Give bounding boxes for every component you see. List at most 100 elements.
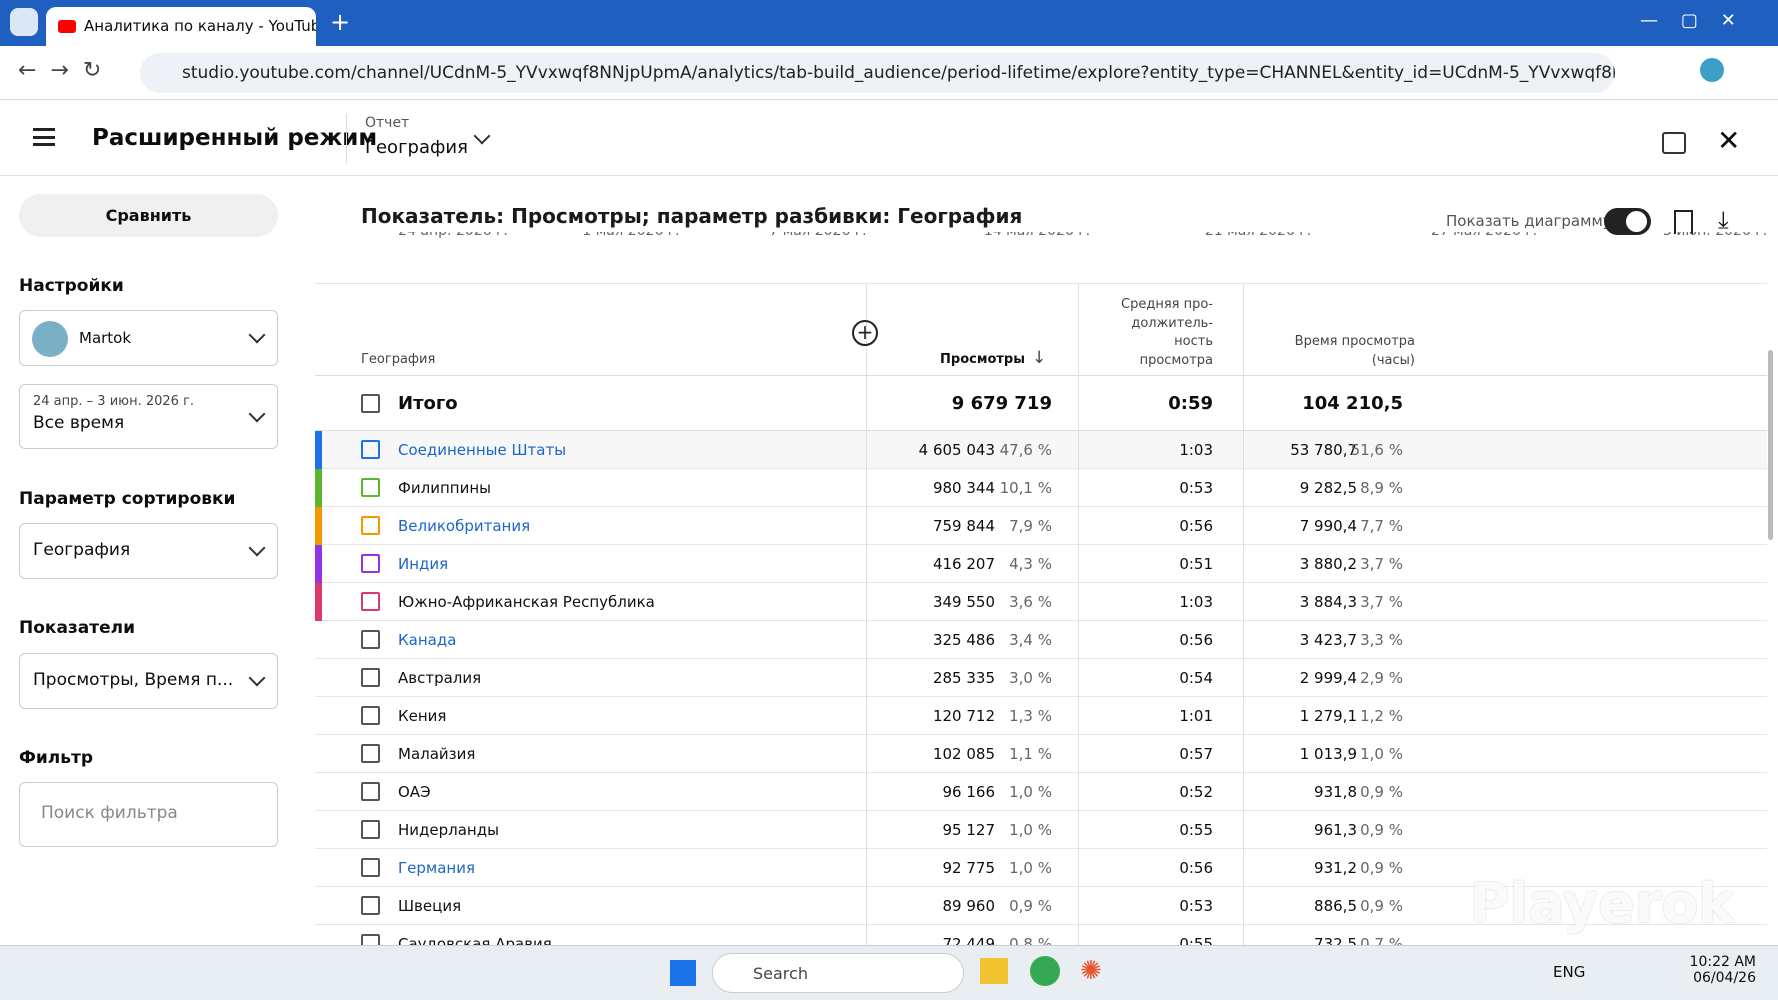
column-header[interactable]: Средняя про-должитель-ность просмотра (1121, 297, 1213, 368)
table-header: География + Просмотры ↓ Средняя про-должител… (315, 283, 1767, 377)
watch-percent: 7,7 % (1360, 517, 1403, 535)
checkbox[interactable] (361, 858, 380, 877)
window-controls[interactable]: — ▢ ✕ (1640, 10, 1736, 31)
checkbox[interactable] (361, 820, 380, 839)
checkbox[interactable] (361, 554, 380, 573)
country-name[interactable]: Германия (398, 859, 475, 877)
checkbox[interactable] (361, 478, 380, 497)
close-button[interactable]: ✕ (1717, 124, 1741, 157)
app-icon[interactable]: ✺ (1080, 956, 1102, 986)
download-icon[interactable]: ⤓ (1718, 206, 1729, 234)
checkbox[interactable] (361, 440, 380, 459)
country-name[interactable]: Великобритания (398, 517, 531, 535)
divider (346, 114, 347, 164)
table-row: ОАЭ 96 166 1,0 % 0:52 931,8 0,9 % (315, 773, 1767, 811)
column-divider (1078, 583, 1079, 621)
tab-menu[interactable] (10, 8, 38, 36)
column-divider (1243, 697, 1244, 735)
table-row: Филиппины 980 344 10,1 % 0:53 9 282,5 8,9 % (315, 469, 1767, 507)
watch-time: 961,3 (1314, 821, 1357, 839)
column-divider (1078, 507, 1079, 545)
column-divider (1078, 284, 1079, 377)
start-button[interactable] (670, 960, 696, 986)
watch-percent: 3,3 % (1360, 631, 1403, 649)
menu-icon[interactable] (33, 128, 55, 146)
views: 325 486 (932, 631, 995, 649)
chart-toggle[interactable] (1604, 208, 1651, 235)
watch-percent: 3,7 % (1360, 593, 1403, 611)
chrome-icon[interactable] (1030, 956, 1060, 986)
save-icon[interactable] (1674, 210, 1693, 234)
feedback-icon[interactable] (1662, 132, 1686, 154)
browser-tab[interactable]: Аналитика по каналу - YouTube (46, 7, 316, 46)
country-name[interactable]: Канада (398, 631, 457, 649)
column-divider (1243, 811, 1244, 849)
total-views: 9 679 719 (951, 393, 1052, 414)
duration: 0:53 (1179, 897, 1213, 915)
scrollbar[interactable] (1768, 350, 1773, 540)
views-percent: 3,4 % (1009, 631, 1052, 649)
duration: 0:57 (1179, 745, 1213, 763)
checkbox[interactable] (361, 896, 380, 915)
column-divider (866, 925, 867, 963)
checkbox[interactable] (361, 592, 380, 611)
column-header[interactable]: Просмотры (940, 352, 1025, 367)
period-select[interactable]: 24 апр. – 3 июн. 2026 г. Все время (19, 384, 278, 449)
compare-button[interactable]: Сравнить (19, 194, 278, 237)
date-label: 21 мая 2026 г. (1198, 232, 1318, 239)
tab-title: Аналитика по каналу - YouTube (84, 17, 316, 35)
date-label: 27 мая 2026 г. (1424, 232, 1544, 239)
checkbox[interactable] (361, 394, 380, 413)
channel-select[interactable]: Martok (19, 310, 278, 366)
country-name: ОАЭ (398, 783, 431, 801)
series-color-bar (315, 431, 322, 469)
checkbox[interactable] (361, 744, 380, 763)
new-tab[interactable]: + (330, 8, 351, 36)
views-percent: 1,1 % (1009, 745, 1052, 763)
views: 89 960 (942, 897, 996, 915)
column-divider (1243, 621, 1244, 659)
column-header[interactable]: Время просмотра (часы) (1294, 334, 1415, 368)
column-divider (1243, 887, 1244, 925)
metrics-select[interactable]: Просмотры, Время п... (19, 653, 278, 709)
sort-arrow: ↓ (1032, 348, 1047, 368)
table-row: Кения 120 712 1,3 % 1:01 1 279,1 1,2 % (315, 697, 1767, 735)
views: 759 844 (932, 517, 995, 535)
nav-buttons[interactable]: ← → ↻ (18, 58, 102, 83)
series-color-bar (315, 545, 322, 583)
column-divider (1243, 849, 1244, 887)
country-name: Кения (398, 707, 447, 725)
views-percent: 0,9 % (1009, 897, 1052, 915)
checkbox[interactable] (361, 668, 380, 687)
country-name[interactable]: Соединенные Штаты (398, 441, 567, 459)
sort-select[interactable]: География (19, 523, 278, 579)
date-label: 14 мая 2026 г. (977, 232, 1097, 239)
report-dropdown[interactable] (473, 127, 491, 145)
checkbox[interactable] (361, 516, 380, 535)
search-box[interactable]: Search (712, 953, 964, 993)
filter-placeholder: Поиск фильтра (41, 803, 178, 823)
explorer-icon[interactable] (980, 958, 1008, 984)
country-name: Южно-Африканская Республика (398, 593, 655, 611)
sort-label: Параметр сортировки (19, 489, 236, 509)
report-value[interactable]: География (365, 137, 468, 158)
column-divider (1243, 925, 1244, 963)
views-percent: 1,3 % (1009, 707, 1052, 725)
filter-input[interactable]: Поиск фильтра (19, 782, 278, 847)
table-row: Австралия 285 335 3,0 % 0:54 2 999,4 2,9 % (315, 659, 1767, 697)
watch-percent: 3,7 % (1360, 555, 1403, 573)
country-name[interactable]: Индия (398, 555, 449, 573)
checkbox[interactable] (361, 630, 380, 649)
url-field[interactable]: studio.youtube.com/channel/UCdnM-5_YVvxw… (140, 53, 1615, 93)
column-divider (866, 431, 867, 469)
profile[interactable] (1700, 58, 1724, 82)
watermark: Playerok (1470, 872, 1735, 935)
checkbox[interactable] (361, 706, 380, 725)
watch-time: 1 013,9 (1299, 745, 1357, 763)
column-divider (1243, 284, 1244, 377)
views-percent: 1,0 % (1009, 821, 1052, 839)
add-column[interactable]: + (852, 320, 878, 346)
checkbox[interactable] (361, 782, 380, 801)
views: 980 344 (932, 479, 995, 497)
settings-label: Настройки (19, 276, 124, 296)
